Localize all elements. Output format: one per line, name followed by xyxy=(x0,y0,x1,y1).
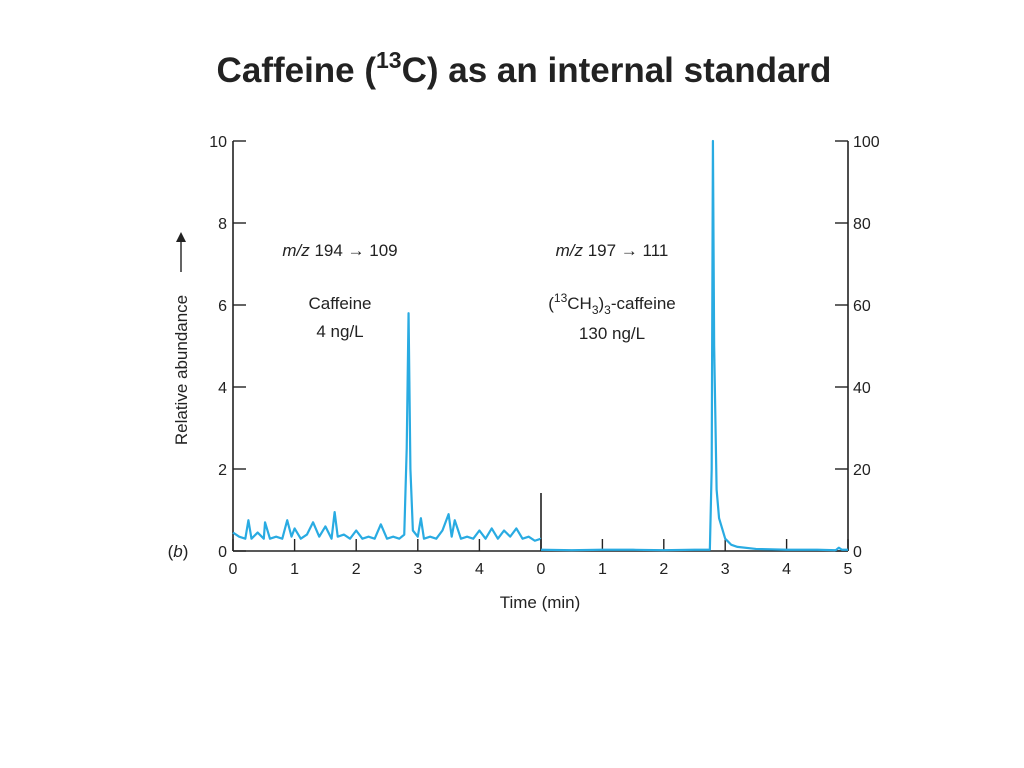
annotation-part: ) xyxy=(599,294,605,313)
annotation-part: CH xyxy=(567,294,592,313)
x-tick-label: 4 xyxy=(782,561,791,578)
title-part: C) as an internal standard xyxy=(402,51,832,90)
x-tick-label: 2 xyxy=(352,561,361,578)
x-tick-label: 3 xyxy=(413,561,422,578)
x-axis-label: Time (min) xyxy=(500,593,581,612)
annotation-part: -caffeine xyxy=(611,294,676,313)
panel-label: (b) xyxy=(168,542,189,561)
title-part: Caffeine ( xyxy=(217,51,377,90)
annotation-part: m/z xyxy=(556,241,584,260)
y2-tick-label: 40 xyxy=(853,380,871,397)
y2-tick-label: 80 xyxy=(853,216,871,233)
y-axis-label: Relative abundance xyxy=(172,295,191,445)
y-axis-arrow xyxy=(176,232,186,272)
annotation-part: 194 → 109 xyxy=(310,241,398,260)
y2-tick-label: 0 xyxy=(853,544,862,561)
title-superscript: 13 xyxy=(376,47,402,73)
annotation: (13CH3)3-caffeine xyxy=(548,291,676,317)
x-tick-label: 5 xyxy=(844,561,853,578)
annotation-subscript: 3 xyxy=(592,303,599,317)
y2-tick-label: 100 xyxy=(853,134,880,151)
y2-tick-label: 60 xyxy=(853,298,871,315)
x-tick-label: 2 xyxy=(659,561,668,578)
x-tick-label: 4 xyxy=(475,561,484,578)
x-tick-label: 1 xyxy=(290,561,299,578)
x-tick-label: 3 xyxy=(721,561,730,578)
y-tick-label: 4 xyxy=(218,380,227,397)
y2-tick-label: 20 xyxy=(853,462,871,479)
y-tick-label: 10 xyxy=(209,134,227,151)
trace xyxy=(540,139,848,552)
annotation: Caffeine xyxy=(308,294,371,313)
annotation: m/z 197 → 111 xyxy=(556,241,669,260)
annotation: m/z 194 → 109 xyxy=(282,241,397,260)
slide-title: Caffeine (13C) as an internal standard xyxy=(217,47,832,90)
x-tick-label: 1 xyxy=(598,561,607,578)
annotation-part: 197 → 111 xyxy=(583,241,668,260)
annotation: 130 ng/L xyxy=(579,324,645,343)
annotation-part: ( xyxy=(548,294,554,313)
trace xyxy=(232,312,542,542)
panel-label-part: b xyxy=(173,542,182,561)
panel-label-part: ( xyxy=(168,542,174,561)
y-tick-label: 0 xyxy=(218,544,227,561)
x-tick-label: 0 xyxy=(537,561,546,578)
y-tick-label: 6 xyxy=(218,298,227,315)
panel-label-part: ) xyxy=(183,542,189,561)
x-tick-label: 0 xyxy=(229,561,238,578)
annotation-superscript: 13 xyxy=(554,291,568,305)
y-tick-label: 2 xyxy=(218,462,227,479)
annotation: 4 ng/L xyxy=(316,322,363,341)
annotation-subscript: 3 xyxy=(604,303,611,317)
annotation-part: m/z xyxy=(282,241,310,260)
y-tick-label: 8 xyxy=(218,216,227,233)
